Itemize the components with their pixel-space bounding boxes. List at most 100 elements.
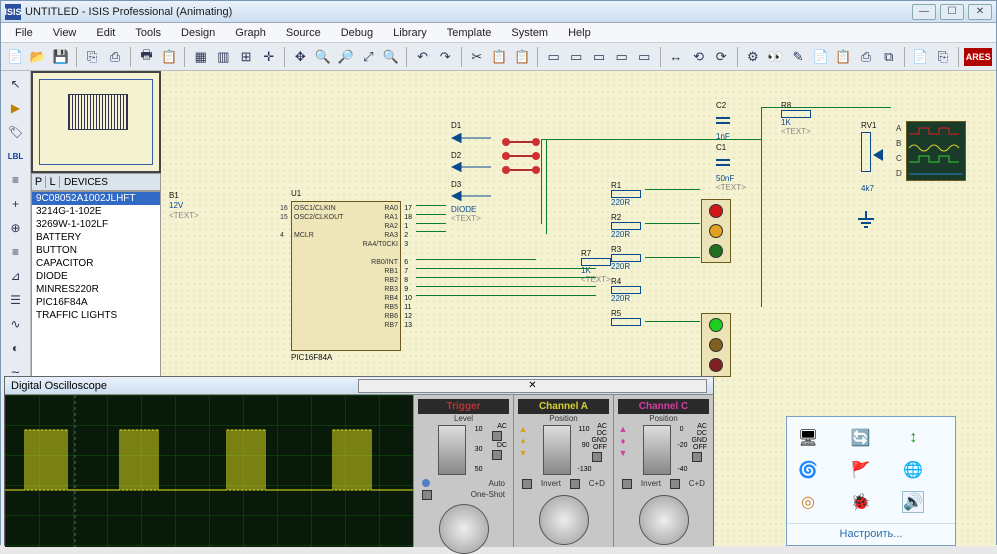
- resistors-column[interactable]: R1 220R R2 220R R3 220R R4 220R: [611, 181, 641, 326]
- lt-bus-icon[interactable]: +: [6, 195, 26, 213]
- ft-monitor-icon[interactable]: 🖥: [797, 427, 819, 449]
- tb-xfer-icon[interactable]: ⎘: [933, 46, 954, 68]
- tb-block2-icon[interactable]: ▭: [566, 46, 587, 68]
- list-item[interactable]: MINRES220R: [32, 283, 160, 296]
- tb-pan-icon[interactable]: ✥: [290, 46, 311, 68]
- menu-help[interactable]: Help: [560, 25, 599, 41]
- ft-flag-icon[interactable]: 🚩: [850, 459, 872, 481]
- cha-mode-toggle[interactable]: [592, 452, 602, 462]
- tb-new2-icon[interactable]: 📄: [910, 46, 931, 68]
- traffic-light-1[interactable]: [701, 199, 731, 263]
- tb-redraw-icon[interactable]: ▦: [190, 46, 211, 68]
- tb-import-icon[interactable]: ⎘: [82, 46, 103, 68]
- menu-file[interactable]: File: [7, 25, 41, 41]
- switches[interactable]: [506, 141, 536, 183]
- cha-dial[interactable]: [539, 495, 589, 545]
- trig-ac-toggle[interactable]: [492, 431, 502, 441]
- lt-pin-icon[interactable]: ⊿: [6, 267, 26, 285]
- lt-gen-icon[interactable]: ∿: [6, 315, 26, 333]
- oscilloscope-window[interactable]: Digital Oscilloscope ✕ Trigger Level: [4, 376, 714, 546]
- trig-oneshot-toggle[interactable]: [422, 490, 432, 500]
- ft-refresh-icon[interactable]: 🔄: [850, 427, 872, 449]
- tb-zoomall-icon[interactable]: ⤢: [358, 46, 379, 68]
- lib-button[interactable]: L: [46, 176, 60, 188]
- tb-erc-icon[interactable]: ⎙: [856, 46, 877, 68]
- list-item[interactable]: 9C08052A1002JLHFT: [32, 192, 160, 205]
- tb-zoomarea-icon[interactable]: 🔍: [381, 46, 402, 68]
- tb-cut-icon[interactable]: ✂: [466, 46, 487, 68]
- overview-preview[interactable]: [31, 71, 161, 173]
- r8[interactable]: R8 1K <TEXT>: [781, 101, 811, 136]
- chc-arrows[interactable]: ▲♦▼: [618, 423, 628, 477]
- floating-toolbar[interactable]: 🖥 🔄 ↕ 🌀 🚩 🌐 ◎ 🐞 🔊 Настроить...: [786, 416, 956, 546]
- diodes-block[interactable]: D1 D2 D3 DIODE <TEXT>: [451, 131, 491, 223]
- ares-button[interactable]: ARES: [964, 48, 992, 66]
- menu-graph[interactable]: Graph: [227, 25, 274, 41]
- chc-mode-toggle[interactable]: [692, 452, 702, 462]
- list-item[interactable]: BUTTON: [32, 244, 160, 257]
- menu-tools[interactable]: Tools: [127, 25, 169, 41]
- tb-redo-icon[interactable]: ↷: [435, 46, 456, 68]
- menu-debug[interactable]: Debug: [333, 25, 381, 41]
- cha-inv-toggle[interactable]: [522, 479, 532, 489]
- osc-close-button[interactable]: ✕: [358, 379, 707, 393]
- tb-edit-icon[interactable]: ✎: [788, 46, 809, 68]
- list-item[interactable]: 3214G-1-102E: [32, 205, 160, 218]
- ft-sound-icon[interactable]: 🔊: [902, 491, 924, 513]
- osc-screen[interactable]: [5, 395, 413, 547]
- trig-dc-toggle[interactable]: [492, 450, 502, 460]
- lt-graph-icon[interactable]: ☰: [6, 291, 26, 309]
- cap-c1[interactable]: C1 50nF <TEXT>: [716, 143, 746, 192]
- chc-inv-toggle[interactable]: [622, 479, 632, 489]
- ft-globe-icon[interactable]: 🌐: [902, 459, 924, 481]
- lt-select-icon[interactable]: ↖: [6, 75, 26, 93]
- traffic-light-2[interactable]: [701, 313, 731, 377]
- chc-cd-toggle[interactable]: [670, 479, 680, 489]
- tb-pick-icon[interactable]: ⚙: [742, 46, 763, 68]
- tb-rotccw-icon[interactable]: ⟲: [688, 46, 709, 68]
- lt-label-icon[interactable]: LBL: [6, 147, 26, 165]
- ft-updown-icon[interactable]: ↕: [902, 427, 924, 449]
- tb-block3-icon[interactable]: ▭: [589, 46, 610, 68]
- ft-target-icon[interactable]: ◎: [797, 491, 819, 513]
- ft-misc-icon[interactable]: 🌀: [797, 459, 819, 481]
- close-button[interactable]: ✕: [968, 4, 992, 20]
- list-item[interactable]: DIODE: [32, 270, 160, 283]
- tb-find-icon[interactable]: 👀: [765, 46, 786, 68]
- tb-open-icon[interactable]: 📂: [28, 46, 49, 68]
- menu-edit[interactable]: Edit: [88, 25, 123, 41]
- tb-export-icon[interactable]: ⎙: [105, 46, 126, 68]
- menu-view[interactable]: View: [45, 25, 85, 41]
- ft-configure-link[interactable]: Настроить...: [787, 523, 955, 544]
- menu-system[interactable]: System: [503, 25, 556, 41]
- tb-bom-icon[interactable]: 📋: [833, 46, 854, 68]
- list-item[interactable]: PIC16F84A: [32, 296, 160, 309]
- list-item[interactable]: BATTERY: [32, 231, 160, 244]
- lt-probe-icon[interactable]: ◐: [6, 339, 26, 357]
- tb-paste-icon[interactable]: 📋: [512, 46, 533, 68]
- tb-grid-icon[interactable]: ▥: [213, 46, 234, 68]
- cha-slider[interactable]: 110 90 -130: [543, 425, 571, 475]
- tb-zoomin-icon[interactable]: 🔍: [313, 46, 334, 68]
- lt-script-icon[interactable]: ≡: [6, 171, 26, 189]
- list-item[interactable]: TRAFFIC LIGHTS: [32, 309, 160, 322]
- tb-block4-icon[interactable]: ▭: [611, 46, 632, 68]
- tb-netlist-icon[interactable]: ⧉: [878, 46, 899, 68]
- tb-rotcw-icon[interactable]: ⟳: [711, 46, 732, 68]
- menu-library[interactable]: Library: [385, 25, 435, 41]
- tb-zoomout-icon[interactable]: 🔎: [335, 46, 356, 68]
- list-item[interactable]: CAPACITOR: [32, 257, 160, 270]
- rv1-pot[interactable]: RV1 4k7: [861, 121, 876, 183]
- menu-design[interactable]: Design: [173, 25, 223, 41]
- tb-copy-icon[interactable]: 📋: [489, 46, 510, 68]
- r7[interactable]: R7 1K <TEXT>: [581, 249, 611, 284]
- tb-block1-icon[interactable]: ▭: [543, 46, 564, 68]
- menu-template[interactable]: Template: [439, 25, 500, 41]
- tb-notes-icon[interactable]: 📄: [810, 46, 831, 68]
- tb-undo-icon[interactable]: ↶: [412, 46, 433, 68]
- lt-terminal-icon[interactable]: ≡: [6, 243, 26, 261]
- chc-slider[interactable]: 0 -20 -40: [643, 425, 671, 475]
- ft-bug-icon[interactable]: 🐞: [850, 491, 872, 513]
- tb-print-icon[interactable]: 🖶: [136, 46, 157, 68]
- tb-mirror-icon[interactable]: ↔: [666, 46, 687, 68]
